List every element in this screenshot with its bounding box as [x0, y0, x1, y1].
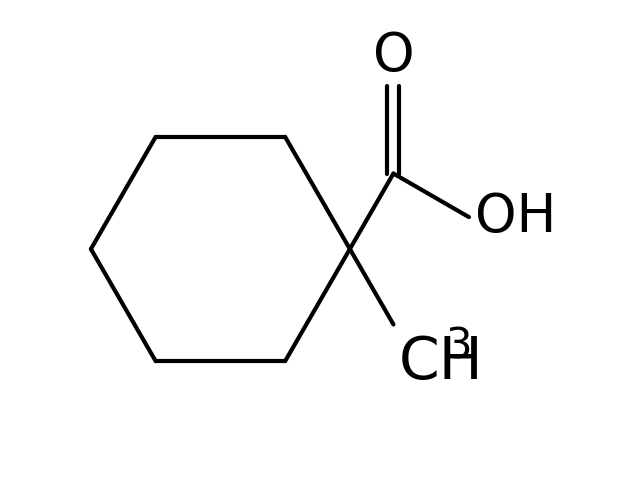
Text: O: O: [372, 30, 414, 82]
Text: 3: 3: [445, 326, 472, 368]
Text: OH: OH: [475, 191, 556, 243]
Text: CH: CH: [399, 335, 483, 391]
